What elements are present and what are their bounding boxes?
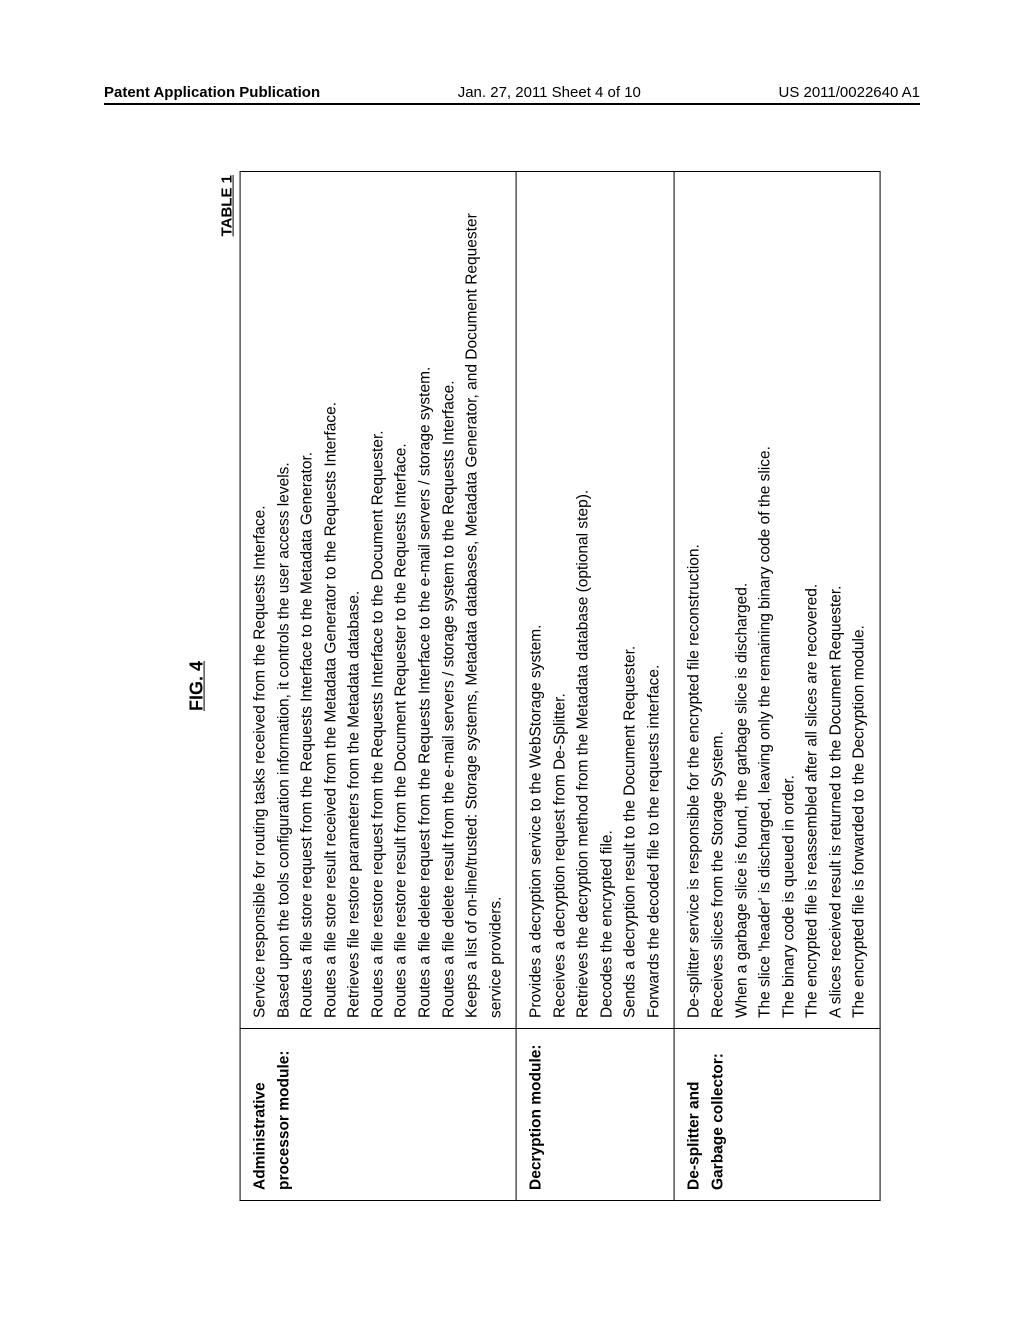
desc-line: Routes a file restore result from the Do… <box>390 182 414 1018</box>
desc-line: Provides a decryption service to the Web… <box>525 182 549 1018</box>
figure-content: FIG. 4 TABLE 1 Administrative processor … <box>184 171 881 1201</box>
desc-line: De-splitter service is responsible for t… <box>684 182 708 1018</box>
desc-line: When a garbage slice is found, the garba… <box>731 182 755 1018</box>
table-label: TABLE 1 <box>217 171 240 1201</box>
module-name-cell: Decryption module: <box>517 1029 675 1201</box>
desc-line: The slice 'header' is discharged, leavin… <box>754 182 778 1018</box>
desc-line: Routes a file store result received from… <box>320 182 344 1018</box>
desc-line: Routes a file delete request from the Re… <box>414 182 438 1018</box>
desc-line: Receives a decryption request from De-Sp… <box>549 182 573 1018</box>
header-right: US 2011/0022640 A1 <box>778 84 920 101</box>
module-desc-cell: De-splitter service is responsible for t… <box>675 172 880 1029</box>
figure-title: FIG. 4 <box>184 171 211 1201</box>
module-table: Administrative processor module: Service … <box>240 171 881 1201</box>
desc-line: Receives slices from the Storage System. <box>707 182 731 1018</box>
header-center: Jan. 27, 2011 Sheet 4 of 10 <box>458 84 641 101</box>
desc-line: Routes a file delete result from the e-m… <box>438 182 462 1018</box>
desc-line: Keeps a list of on-line/trusted: Storage… <box>461 182 508 1018</box>
desc-line: Forwards the decoded file to the request… <box>643 182 667 1018</box>
desc-line: A slices received result is returned to … <box>825 182 849 1018</box>
module-desc-cell: Provides a decryption service to the Web… <box>517 172 675 1029</box>
desc-line: Decodes the encrypted file. <box>596 182 620 1018</box>
desc-line: The binary code is queued in order. <box>778 182 802 1018</box>
module-name-cell: De-splitter and Garbage collector: <box>675 1029 880 1201</box>
desc-line: Service responsible for routing tasks re… <box>249 182 273 1018</box>
figure-wrap: FIG. 4 TABLE 1 Administrative processor … <box>184 171 881 1201</box>
page-header: Patent Application Publication Jan. 27, … <box>104 84 920 105</box>
module-desc-cell: Service responsible for routing tasks re… <box>241 172 517 1029</box>
desc-line: Sends a decryption result to the Documen… <box>619 182 643 1018</box>
page: Patent Application Publication Jan. 27, … <box>0 0 1024 1320</box>
desc-line: Retrieves the decryption method from the… <box>572 182 596 1018</box>
desc-line: Routes a file store request from the Req… <box>296 182 320 1018</box>
desc-line: Retrieves file restore parameters from t… <box>343 182 367 1018</box>
table-row: Administrative processor module: Service … <box>241 172 517 1201</box>
desc-line: Based upon the tools configuration infor… <box>273 182 297 1018</box>
desc-line: Routes a file restore request from the R… <box>367 182 391 1018</box>
table-row: Decryption module: Provides a decryption … <box>517 172 675 1201</box>
header-left: Patent Application Publication <box>104 84 320 101</box>
module-name-cell: Administrative processor module: <box>241 1029 517 1201</box>
table-row: De-splitter and Garbage collector: De-spl… <box>675 172 880 1201</box>
desc-line: The encrypted file is forwarded to the D… <box>848 182 872 1018</box>
desc-line: The encrypted file is reassembled after … <box>801 182 825 1018</box>
